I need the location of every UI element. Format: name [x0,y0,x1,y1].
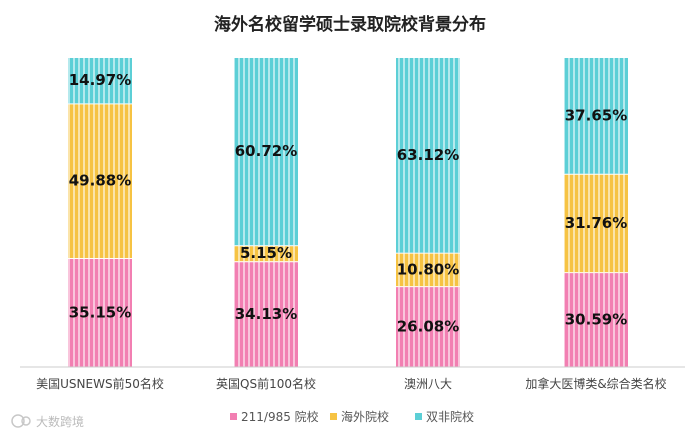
legend-swatch [330,413,337,420]
legend-swatch [230,413,237,420]
bar-segment-stripes [564,173,628,273]
watermark-logo-icon [11,414,31,428]
data-label: 14.97% [69,71,131,89]
category-label: 美国USNEWS前50名校 [36,376,164,391]
chart-title: 海外名校留学硕士录取院校背景分布 [214,14,486,35]
bar-segment-stripes [564,57,628,174]
watermark: 大数跨境 [11,414,84,429]
legend-label: 双非院校 [426,409,474,424]
bar-segment-stripes [68,103,132,259]
data-label: 35.15% [69,304,131,322]
bar-segment-stripes [396,57,460,253]
data-label: 26.08% [397,318,459,336]
category-labels: 美国USNEWS前50名校 英国QS前100名校 澳洲八大 加拿大医博类&综合类名校 [36,376,667,391]
data-label: 31.76% [565,214,627,232]
legend-label: 211/985 院校 [241,409,319,424]
bar-segment-stripes [68,258,132,367]
category-label: 加拿大医博类&综合类名校 [525,376,666,391]
bar-segment-stripes [396,252,460,287]
legend-swatch [415,413,422,420]
data-label: 30.59% [565,311,627,329]
bar-segment-stripes [234,261,298,367]
data-label: 5.15% [240,244,292,262]
bar-segment-stripes [68,57,132,104]
watermark-text: 大数跨境 [36,414,84,429]
bar-segment-stripes [396,286,460,367]
category-label: 英国QS前100名校 [216,376,316,391]
bar-segment-stripes [234,57,298,246]
legend-label: 海外院校 [341,409,389,424]
data-label: 37.65% [565,106,627,124]
bars-group: 35.15% 49.88% 14.97% 34.13% 5.15% 60.72% 26.08… [68,56,628,367]
data-label: 63.12% [397,146,459,164]
data-label: 34.13% [235,305,297,323]
legend: 211/985 院校 海外院校 双非院校 [230,409,474,424]
bar-segment-stripes [234,245,298,262]
category-label: 澳洲八大 [404,377,452,391]
data-label: 60.72% [235,142,297,160]
data-label: 49.88% [69,172,131,190]
data-label: 10.80% [397,260,459,278]
bar-segment-stripes [564,272,628,367]
